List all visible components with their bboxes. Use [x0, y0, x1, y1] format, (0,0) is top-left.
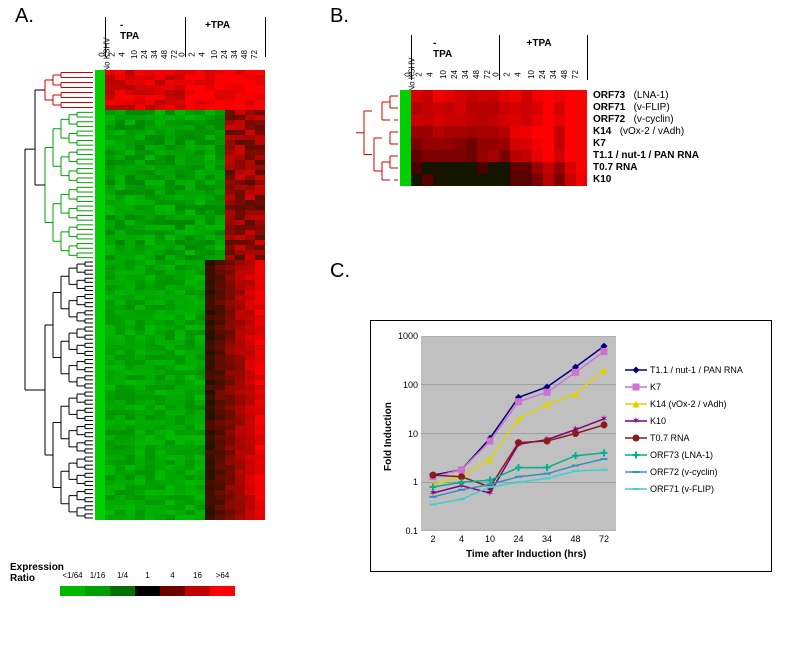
gene-label: ORF73 (LNA-1) — [593, 90, 669, 101]
legend-item: ORF72 (v-cyclin) — [626, 463, 743, 480]
col-label: 10 — [130, 50, 139, 59]
col-label: 72 — [250, 50, 259, 59]
legend-item: T0.7 RNA — [626, 429, 743, 446]
legend-item: ORF71 (v-FLIP) — [626, 480, 743, 497]
gene-label: ORF71 (v-FLIP) — [593, 102, 670, 113]
col-label: 34 — [150, 50, 159, 59]
col-label: 4 — [118, 52, 127, 56]
panel-b-label: B. — [330, 5, 349, 28]
col-label: 2 — [188, 52, 197, 56]
panel-c-label: C. — [330, 260, 350, 283]
expression-ratio-label: ExpressionRatio — [10, 562, 64, 584]
gene-label: ORF72 (v-cyclin) — [593, 114, 674, 125]
gene-label: T1.1 / nut-1 / PAN RNA — [593, 150, 699, 161]
legend-item: ORF73 (LNA-1) — [626, 446, 743, 463]
legend-item: K7 — [626, 378, 743, 395]
col-label: 24 — [220, 50, 229, 59]
gene-label: K10 — [593, 174, 611, 185]
svg-text:✶: ✶ — [632, 416, 640, 427]
gene-label: K7 — [593, 138, 606, 149]
col-label: 10 — [210, 50, 219, 59]
col-label: 24 — [140, 50, 149, 59]
x-axis-label: Time after Induction (hrs) — [466, 549, 586, 560]
fold-induction-chart: ✶✶✶✶✶✶✶ Fold Induction Time after Induct… — [370, 320, 772, 572]
dendrogram-b — [350, 90, 398, 191]
col-label: 4 — [198, 52, 207, 56]
col-label: 48 — [160, 50, 169, 59]
panel-a-label: A. — [15, 5, 34, 28]
col-label: 34 — [230, 50, 239, 59]
chart-legend: T1.1 / nut-1 / PAN RNAK7K14 (vOx-2 / vAd… — [626, 361, 743, 497]
gene-label: K14 (vOx-2 / vAdh) — [593, 126, 684, 137]
legend-item: ✶K10 — [626, 412, 743, 429]
legend-item: T1.1 / nut-1 / PAN RNA — [626, 361, 743, 378]
col-label: 48 — [240, 50, 249, 59]
gene-label: T0.7 RNA — [593, 162, 637, 173]
col-label: 2 — [108, 52, 117, 56]
legend-item: K14 (vOx-2 / vAdh) — [626, 395, 743, 412]
colorbar: <1/641/161/41416>64 — [60, 565, 235, 601]
